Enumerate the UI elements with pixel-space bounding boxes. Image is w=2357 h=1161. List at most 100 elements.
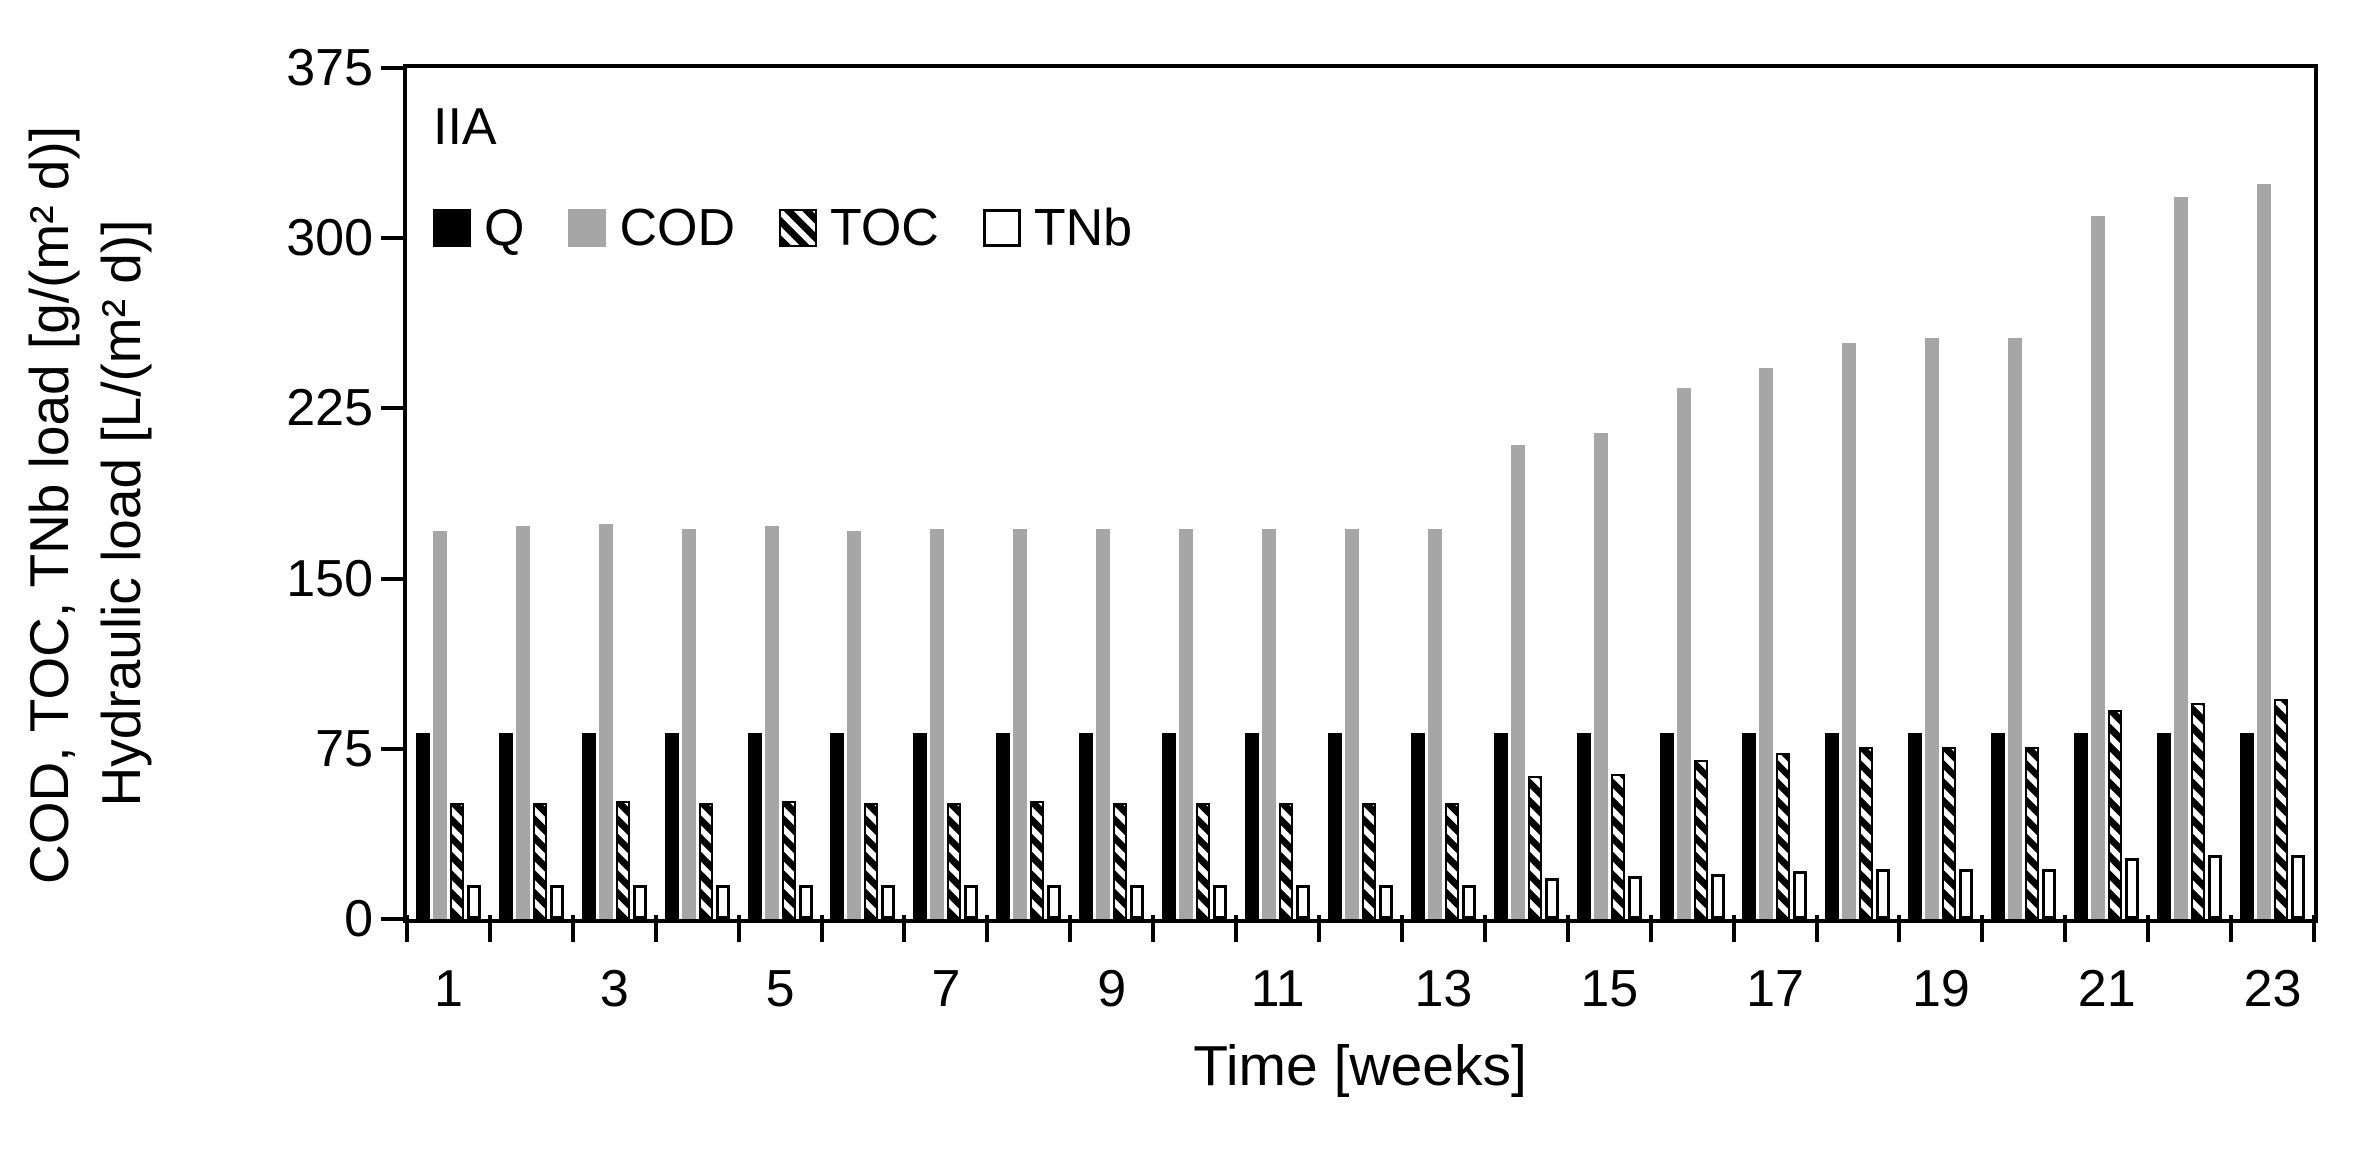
bar-q-week-10 bbox=[1162, 732, 1177, 919]
x-tick-23 bbox=[2312, 915, 2316, 942]
bar-tnb-week-1 bbox=[466, 884, 481, 919]
x-tick-15 bbox=[1648, 915, 1653, 942]
x-tick-7 bbox=[985, 915, 990, 942]
week-group-23 bbox=[2231, 68, 2314, 919]
bar-q-week-22 bbox=[2156, 732, 2171, 919]
bar-tnb-week-15 bbox=[1627, 875, 1642, 919]
y-tick-label-375: 375 bbox=[286, 39, 373, 97]
bar-toc-week-8 bbox=[1030, 801, 1045, 919]
x-tick-label-13: 13 bbox=[1414, 960, 1473, 1018]
week-group-19 bbox=[1899, 68, 1982, 919]
bar-cod-week-23 bbox=[2256, 183, 2271, 919]
bar-cod-week-2 bbox=[515, 526, 530, 919]
bar-cod-week-4 bbox=[681, 528, 696, 919]
bar-q-week-2 bbox=[498, 732, 513, 919]
x-tick-1 bbox=[487, 915, 492, 942]
bar-tnb-week-6 bbox=[881, 884, 896, 919]
bar-q-week-19 bbox=[1908, 732, 1923, 919]
week-group-3 bbox=[573, 68, 656, 919]
bar-q-week-20 bbox=[1991, 732, 2006, 919]
x-tick-12 bbox=[1399, 915, 1404, 942]
x-tick-11 bbox=[1317, 915, 1322, 942]
bar-tnb-week-9 bbox=[1130, 884, 1145, 919]
panel-label: IIA bbox=[433, 98, 497, 156]
week-group-15 bbox=[1568, 68, 1651, 919]
x-tick-label-9: 9 bbox=[1097, 960, 1127, 1018]
x-tick-18 bbox=[1897, 915, 1902, 942]
bar-q-week-3 bbox=[581, 732, 596, 919]
bar-tnb-week-18 bbox=[1876, 869, 1891, 919]
bar-toc-week-12 bbox=[1361, 803, 1376, 919]
x-tick-label-21: 21 bbox=[2077, 960, 2136, 1018]
bar-tnb-week-13 bbox=[1461, 884, 1476, 919]
bar-cod-week-10 bbox=[1179, 528, 1194, 919]
bar-cod-week-15 bbox=[1593, 433, 1608, 919]
bar-tnb-week-14 bbox=[1544, 878, 1559, 919]
x-tick-19 bbox=[1980, 915, 1985, 942]
bar-toc-week-16 bbox=[1693, 760, 1708, 919]
bar-tnb-week-12 bbox=[1378, 884, 1393, 919]
legend-item-q: Q bbox=[433, 202, 524, 254]
y-tick-225 bbox=[381, 406, 403, 411]
x-tick-label-23: 23 bbox=[2243, 960, 2302, 1018]
bar-cod-week-3 bbox=[598, 524, 613, 919]
bar-q-week-11 bbox=[1245, 732, 1260, 919]
x-tick-6 bbox=[902, 915, 907, 942]
bar-cod-week-20 bbox=[2008, 338, 2023, 919]
bar-q-week-23 bbox=[2239, 732, 2254, 919]
week-group-4 bbox=[656, 68, 739, 919]
bar-q-week-17 bbox=[1742, 732, 1757, 919]
y-tick-150 bbox=[381, 576, 403, 581]
week-group-14 bbox=[1485, 68, 1568, 919]
y-axis-title-line1: COD, TOC, TNb load [g/(m² d)] bbox=[18, 126, 80, 884]
bar-q-week-14 bbox=[1493, 732, 1508, 919]
bar-toc-week-14 bbox=[1527, 776, 1542, 919]
bar-cod-week-17 bbox=[1759, 367, 1774, 919]
week-group-13 bbox=[1402, 68, 1485, 919]
bar-toc-week-20 bbox=[2025, 746, 2040, 919]
bar-cod-week-11 bbox=[1262, 528, 1277, 919]
bar-cod-week-8 bbox=[1013, 528, 1028, 919]
week-group-21 bbox=[2065, 68, 2148, 919]
bar-toc-week-19 bbox=[1942, 746, 1957, 919]
bar-q-week-7 bbox=[913, 732, 928, 919]
x-tick-label-5: 5 bbox=[765, 960, 795, 1018]
bar-q-week-6 bbox=[830, 732, 845, 919]
bar-q-week-4 bbox=[664, 732, 679, 919]
bar-tnb-week-8 bbox=[1047, 884, 1062, 919]
bar-toc-week-9 bbox=[1113, 803, 1128, 919]
bar-toc-week-6 bbox=[864, 803, 879, 919]
x-tick-16 bbox=[1731, 915, 1736, 942]
bar-q-week-21 bbox=[2074, 732, 2089, 919]
bar-toc-week-21 bbox=[2108, 710, 2123, 919]
bar-q-week-5 bbox=[747, 732, 762, 919]
legend: IIA Q COD TOC TNb bbox=[433, 98, 1132, 254]
x-tick-10 bbox=[1234, 915, 1239, 942]
legend-label-cod: COD bbox=[619, 198, 736, 257]
bar-cod-week-6 bbox=[847, 530, 862, 919]
x-tick-label-3: 3 bbox=[599, 960, 629, 1018]
bar-q-week-12 bbox=[1327, 732, 1342, 919]
week-group-22 bbox=[2148, 68, 2231, 919]
bar-cod-week-13 bbox=[1427, 528, 1442, 919]
week-group-20 bbox=[1982, 68, 2065, 919]
legend-swatch-cod bbox=[568, 208, 607, 247]
legend-label-tnb: TNb bbox=[1033, 198, 1133, 257]
x-tick-4 bbox=[736, 915, 741, 942]
x-tick-20 bbox=[2063, 915, 2068, 942]
plot-area: IIA Q COD TOC TNb 375 300 225 150 75 0 1 3 5 7 9 11 13 1… bbox=[286, 42, 2318, 1015]
legend-label-toc: TOC bbox=[830, 198, 939, 257]
bar-toc-week-10 bbox=[1196, 803, 1211, 919]
x-tick-label-11: 11 bbox=[1250, 960, 1305, 1018]
y-tick-label-150: 150 bbox=[286, 549, 373, 608]
bar-tnb-week-2 bbox=[549, 884, 564, 919]
bar-tnb-week-22 bbox=[2207, 855, 2222, 919]
legend-item-cod: COD bbox=[568, 202, 735, 254]
bar-q-week-13 bbox=[1410, 732, 1425, 919]
bar-cod-week-5 bbox=[764, 526, 779, 919]
bar-tnb-week-17 bbox=[1793, 871, 1808, 919]
x-tick-13 bbox=[1482, 915, 1487, 942]
week-group-6 bbox=[822, 68, 905, 919]
y-tick-375 bbox=[381, 66, 403, 70]
